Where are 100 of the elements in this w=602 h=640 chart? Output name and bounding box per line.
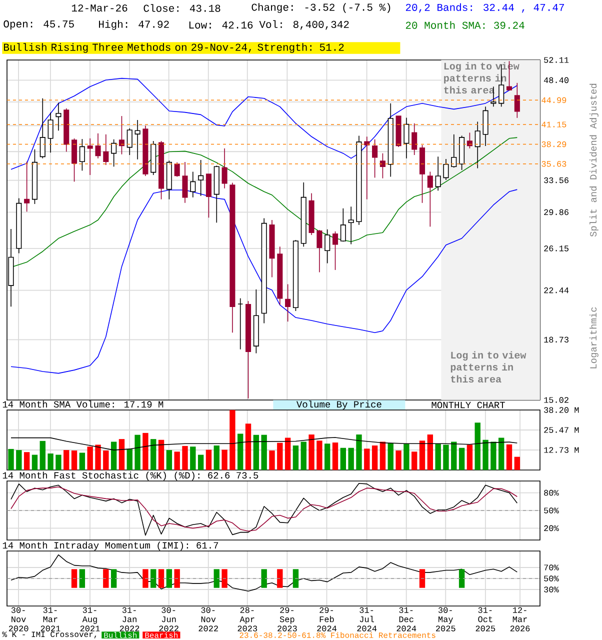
bar (40, 440, 46, 470)
text: 23.6-38.2-50-61.8% Fibonacci Retracements (240, 632, 436, 638)
bar (182, 446, 188, 470)
candlestick (72, 138, 78, 182)
candlestick (372, 138, 378, 178)
bar (300, 442, 307, 470)
candlestick (174, 162, 180, 178)
text: Volume By Price (296, 400, 382, 410)
bar (222, 450, 228, 470)
bar (372, 446, 378, 470)
candlestick (482, 106, 488, 146)
ref-line-label: 38.29 (542, 141, 566, 148)
y-tick-label: 80% (544, 490, 559, 496)
bar (206, 450, 212, 470)
y-tick-label: 25.47 M (544, 427, 579, 433)
candlestick (80, 138, 86, 172)
text: Close: 43.18 (144, 4, 220, 12)
y-tick-label: 29.86 (544, 209, 569, 216)
bar (332, 442, 338, 470)
candlestick (103, 134, 109, 166)
bar (32, 454, 38, 470)
candlestick (474, 121, 481, 169)
bar (466, 444, 473, 470)
bar (506, 444, 512, 470)
legend-title: % K - IMI Crossover, (2, 632, 96, 638)
bar (451, 442, 457, 470)
y-tick-label: 52.11 (544, 57, 569, 63)
bar (412, 452, 418, 470)
candlestick (24, 161, 30, 212)
x-tick-label: 30-Nov 2022 (198, 607, 218, 632)
bar (482, 440, 488, 470)
candlestick (182, 162, 188, 204)
candlestick (56, 102, 62, 132)
bar (340, 448, 346, 470)
x-tick-label: 31-Jan 2022 (120, 607, 140, 632)
y-tick-label: 30% (544, 586, 559, 592)
candlestick (222, 148, 228, 189)
bar (238, 434, 244, 470)
bar (103, 450, 109, 470)
candlestick (428, 171, 434, 228)
bar (435, 444, 442, 470)
y-tick-label: 50% (544, 576, 559, 582)
bar (72, 450, 78, 470)
y-tick-label: 70% (544, 564, 559, 570)
candlestick (48, 112, 54, 154)
candlestick (451, 134, 457, 168)
x-tick-label: 12-Mar 2026 (510, 607, 530, 632)
y-tick-label: 26.15 (544, 246, 569, 252)
ref-line-label: 44.99 (542, 97, 566, 104)
chart-title: 14 Month Intraday Momentum (IMI): 61.7 (3, 542, 218, 550)
bar (253, 434, 260, 470)
x-tick-label: 31-Jul 2024 (357, 607, 377, 632)
candlestick (435, 156, 441, 192)
bar (16, 450, 22, 470)
bar (514, 456, 520, 470)
y-axis-title: Split and Dividend Adjusted (590, 84, 599, 237)
x-tick-label: 31-Aug 2021 (80, 607, 100, 632)
x-tick-label: 31-Oct 2025 (476, 607, 496, 632)
text: Vol: 8,400,342 (259, 20, 349, 30)
bar (396, 450, 402, 470)
bar (230, 410, 236, 470)
bar (166, 450, 172, 470)
text: 12-Mar-26 (72, 4, 128, 12)
chart-title: 14 Month Fast Stochastic (%K) (%D): 62.6 73.5 (3, 472, 258, 480)
candlestick (364, 136, 370, 200)
annotation: Log in to view patterns in this area (451, 351, 526, 383)
candlestick (467, 132, 473, 149)
candlestick (324, 228, 330, 264)
x-tick-label: 31-Mar 2021 (40, 607, 60, 632)
bar (214, 446, 220, 470)
text: Bearish (145, 632, 178, 638)
candlestick (514, 82, 520, 118)
candlestick (111, 138, 117, 168)
bar (277, 442, 283, 470)
y-tick-label: 50% (544, 508, 559, 514)
candlestick (285, 284, 291, 322)
bar (285, 438, 291, 470)
bar (87, 446, 94, 470)
candlestick (40, 98, 46, 159)
bar (56, 454, 62, 470)
text: Low: 42.16 (190, 21, 253, 29)
candlestick (332, 231, 338, 270)
x-tick-label: 29-Sep 2023 (278, 607, 297, 632)
x-tick-label: 29-Feb 2024 (317, 607, 337, 632)
bar (380, 442, 386, 470)
bar (443, 444, 449, 470)
candlestick (190, 171, 196, 198)
candlestick (119, 116, 125, 155)
y-tick-label: 12.73 M (544, 447, 579, 453)
bar (198, 454, 204, 470)
y-tick-label: 33.56 (544, 177, 569, 184)
x-tick-label: 30-Nov 2020 (9, 607, 28, 632)
candlestick (238, 298, 244, 350)
text: Bullish (104, 632, 137, 638)
text: MONTHLY CHART (432, 402, 506, 408)
candlestick (340, 208, 346, 242)
bar (261, 434, 268, 470)
bar (404, 444, 410, 470)
candlestick (404, 117, 410, 159)
bar (190, 446, 196, 470)
